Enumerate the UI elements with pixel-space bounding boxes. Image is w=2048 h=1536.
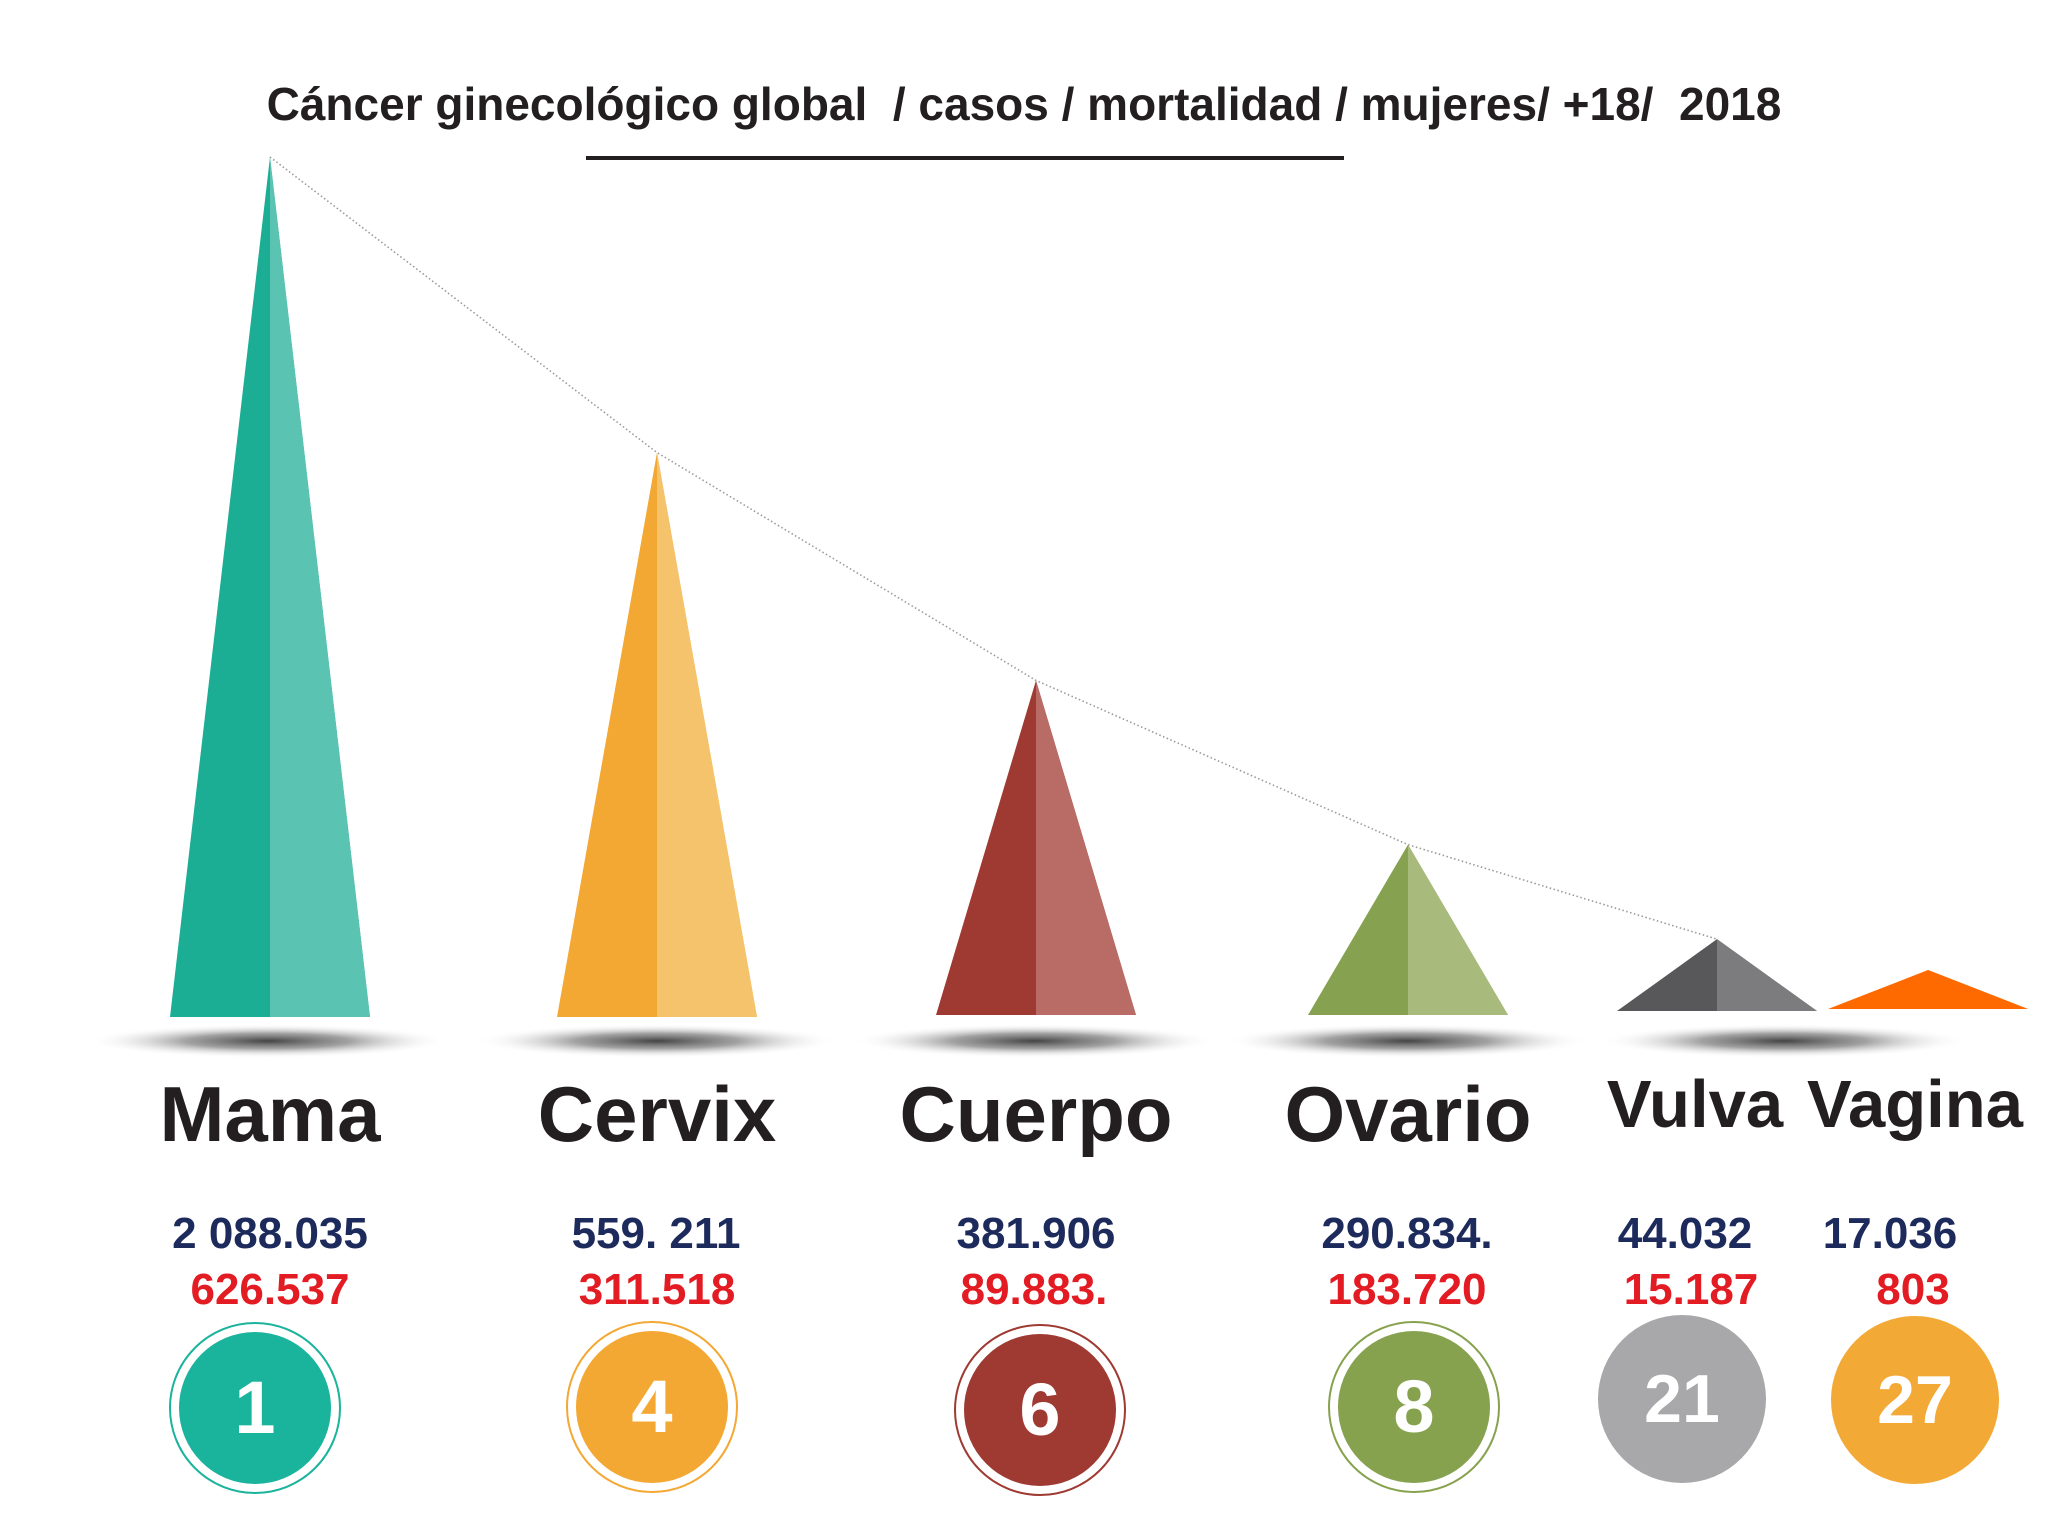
triangle-vagina [1828, 970, 2028, 1009]
deaths-value-cervix: 311.518 [578, 1265, 736, 1314]
deaths-value-cuerpo: 89.883. [960, 1265, 1108, 1314]
rank-number: 1 [234, 1366, 276, 1449]
rank-badge-cervix: 4 [566, 1321, 738, 1493]
triangle-vulva [1617, 939, 1817, 1011]
trend-line [269, 156, 1718, 940]
cases-value-ovario: 290.834. [1321, 1209, 1493, 1258]
cases-value-cuerpo: 381.906 [956, 1209, 1116, 1258]
cases-value-vulva: 44.032 [1617, 1209, 1753, 1258]
deaths-value-vulva: 15.187 [1623, 1265, 1759, 1314]
rank-number: 6 [1019, 1368, 1061, 1451]
category-label-vagina: Vagina [1807, 1067, 2023, 1142]
rank-badge-fill: 8 [1338, 1331, 1490, 1483]
triangle-mama-light-face [270, 157, 370, 1017]
shadow-ovario [1225, 1024, 1589, 1058]
chart-marks [170, 156, 2028, 1017]
category-label-cuerpo: Cuerpo [899, 1070, 1173, 1158]
triangle-ovario-light-face [1408, 844, 1508, 1015]
shadow-mama [86, 1024, 450, 1058]
triangle-vagina-light-face [1928, 970, 2028, 1009]
cases-value-vagina: 17.036 [1822, 1209, 1958, 1258]
chart-title: Cáncer ginecológico global / casos / mor… [266, 78, 1782, 130]
deaths-value-vagina: 803 [1876, 1265, 1950, 1314]
rank-badge-mama: 1 [169, 1322, 341, 1494]
title-underline [586, 156, 1344, 160]
rank-number: 8 [1393, 1365, 1435, 1448]
rank-number: 21 [1644, 1361, 1720, 1437]
rank-badge-fill: 4 [576, 1331, 728, 1483]
triangle-cuerpo [936, 680, 1136, 1015]
triangle-cervix [557, 452, 757, 1017]
category-label-mama: Mama [159, 1070, 381, 1158]
rank-badge-vulva: 21 [1598, 1315, 1766, 1483]
category-label-vulva: Vulva [1606, 1067, 1784, 1142]
rank-badge-ovario: 8 [1328, 1321, 1500, 1493]
shadow-cuerpo [852, 1024, 1216, 1058]
category-label-cervix: Cervix [537, 1070, 777, 1158]
triangle-ovario [1308, 844, 1508, 1015]
triangle-mama [170, 157, 370, 1017]
rank-number: 4 [631, 1365, 673, 1448]
deaths-value-mama: 626.537 [190, 1265, 350, 1314]
deaths-value-ovario: 183.720 [1327, 1265, 1487, 1314]
rank-badge-fill: 1 [179, 1332, 331, 1484]
triangle-cervix-light-face [657, 452, 757, 1017]
rank-number: 27 [1877, 1362, 1953, 1438]
shadow-vulva-vagina [1600, 1024, 1968, 1058]
rank-badge-fill: 6 [964, 1334, 1116, 1486]
rank-badge-cuerpo: 6 [954, 1324, 1126, 1496]
cases-value-cervix: 559. 211 [571, 1209, 741, 1258]
triangle-vulva-light-face [1717, 939, 1817, 1011]
category-label-ovario: Ovario [1284, 1070, 1532, 1158]
cases-value-mama: 2 088.035 [172, 1209, 368, 1258]
rank-badge-vagina: 27 [1831, 1316, 1999, 1484]
shadow-cervix [475, 1024, 839, 1058]
triangle-cuerpo-light-face [1036, 680, 1136, 1015]
floor-shadows [86, 1024, 1968, 1058]
